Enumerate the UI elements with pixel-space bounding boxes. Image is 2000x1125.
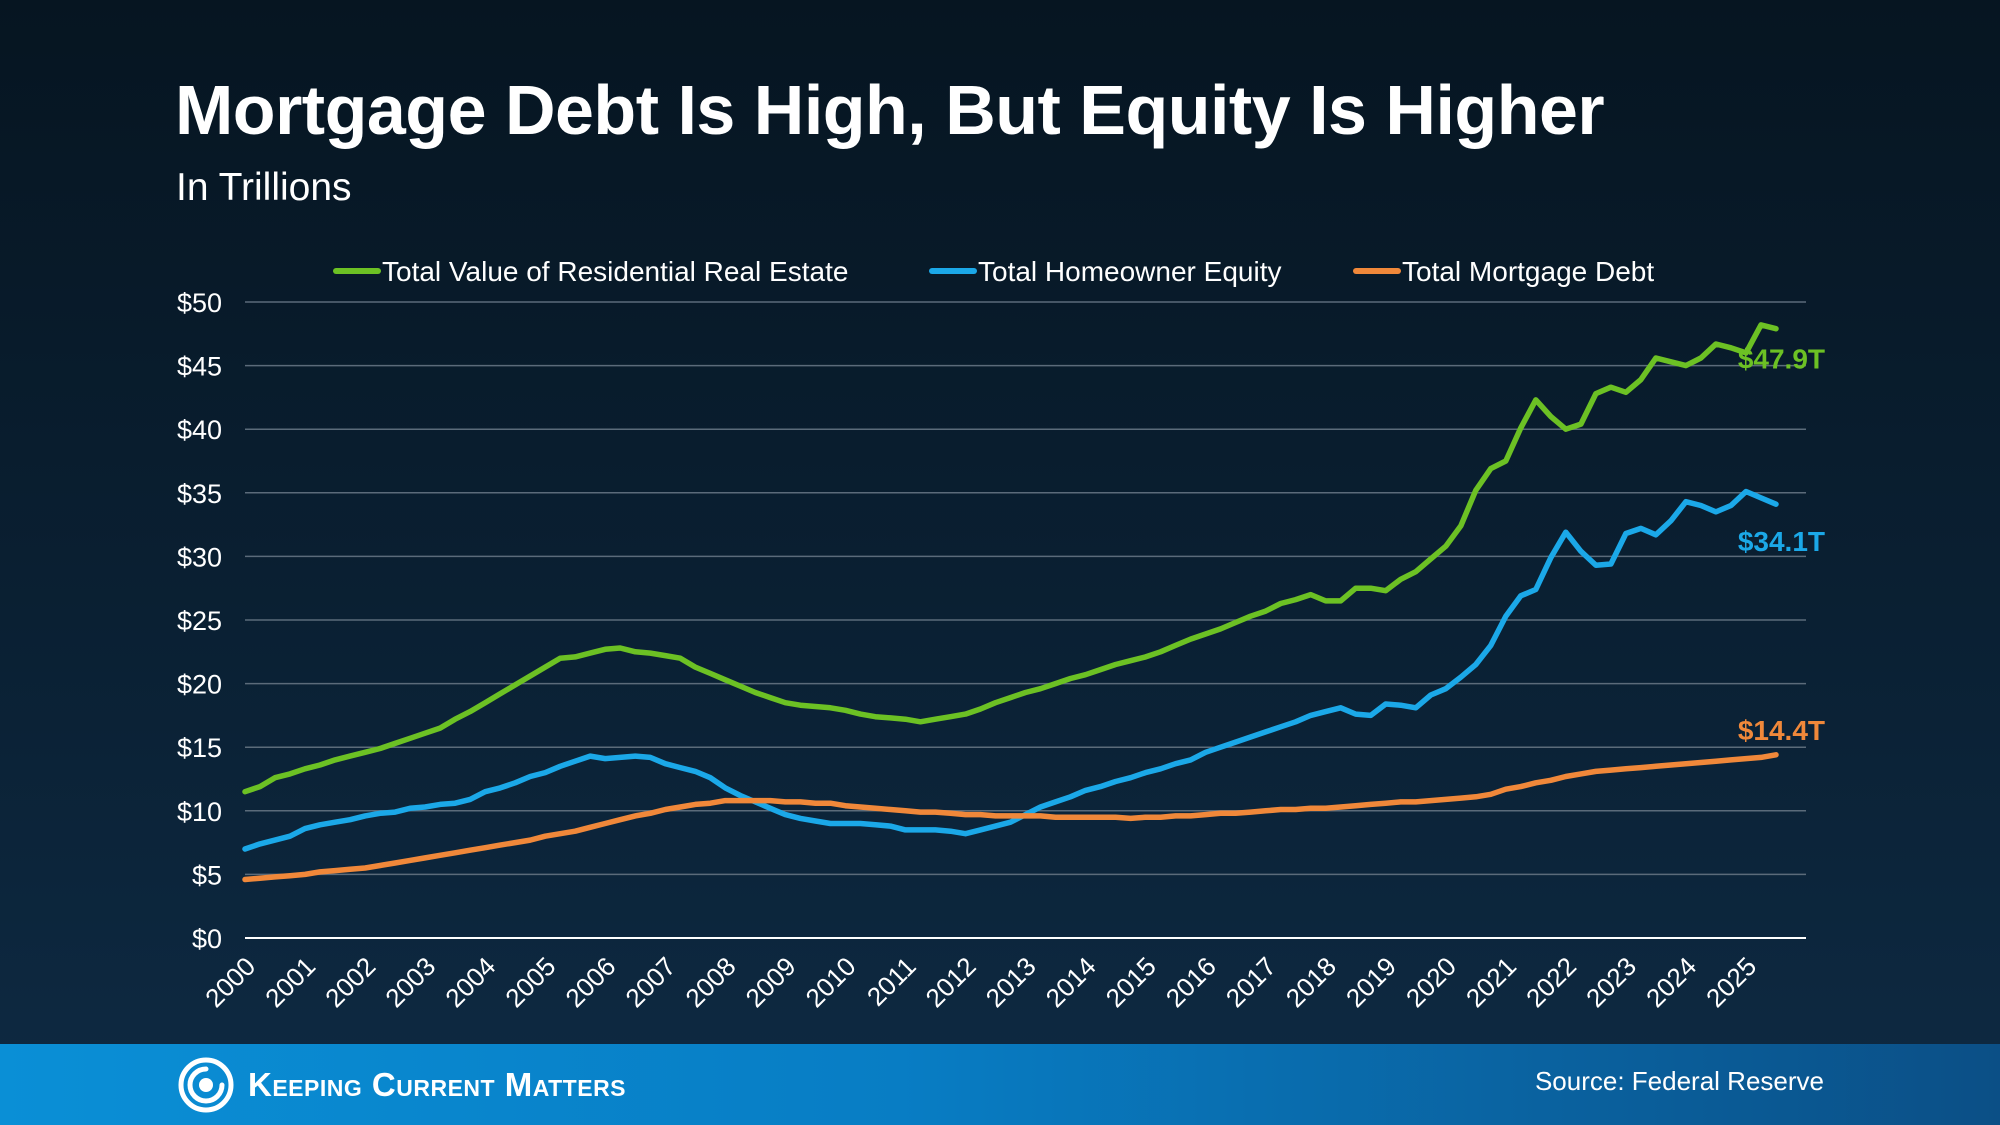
x-tick-label: 2010 (800, 951, 862, 1013)
x-tick-label: 2005 (499, 951, 561, 1013)
y-tick-label: $5 (192, 860, 222, 890)
x-tick-label: 2009 (739, 951, 801, 1013)
series-line (242, 752, 1779, 883)
x-tick-label: 2019 (1340, 951, 1402, 1013)
series-end-label: $34.1T (1738, 526, 1825, 557)
footer-bar: Keeping Current Matters Source: Federal … (0, 1044, 2000, 1125)
x-tick-label: 2004 (439, 951, 501, 1013)
page-title: Mortgage Debt Is High, But Equity Is Hig… (175, 71, 1605, 149)
x-tick-label: 2024 (1640, 951, 1702, 1013)
x-tick-label: 2008 (679, 951, 741, 1013)
legend-label: Total Mortgage Debt (1402, 256, 1654, 287)
x-tick-label: 2011 (861, 951, 922, 1012)
y-tick-label: $20 (177, 670, 222, 700)
x-tick-label: 2022 (1520, 951, 1582, 1013)
x-tick-label: 2016 (1160, 951, 1222, 1013)
x-tick-label: 2015 (1100, 951, 1162, 1013)
line-chart: $0$5$10$15$20$25$30$35$40$45$50200020012… (177, 256, 1825, 1013)
x-tick-label: 2013 (980, 951, 1042, 1013)
x-tick-label: 2002 (319, 951, 381, 1013)
series-line (242, 488, 1779, 852)
x-tick-label: 2025 (1700, 951, 1762, 1013)
x-tick-label: 2014 (1040, 951, 1102, 1013)
page-subtitle: In Trillions (176, 166, 352, 209)
x-tick-label: 2006 (559, 951, 621, 1013)
y-tick-label: $35 (177, 479, 222, 509)
brand-name: Keeping Current Matters (248, 1066, 627, 1103)
series-end-label: $14.4T (1738, 715, 1825, 746)
y-tick-label: $0 (192, 924, 222, 954)
y-tick-label: $45 (177, 352, 222, 382)
y-tick-label: $25 (177, 606, 222, 636)
legend-label: Total Value of Residential Real Estate (382, 256, 848, 287)
x-tick-label: 2003 (379, 951, 441, 1013)
y-tick-label: $40 (177, 415, 222, 445)
x-tick-label: 2012 (920, 951, 982, 1013)
y-tick-label: $50 (177, 288, 222, 318)
x-tick-label: 2000 (199, 951, 261, 1013)
y-tick-label: $30 (177, 542, 222, 572)
series-line (242, 322, 1779, 795)
legend-label: Total Homeowner Equity (978, 256, 1281, 287)
x-tick-label: 2021 (1460, 951, 1522, 1013)
y-tick-label: $15 (177, 733, 222, 763)
x-tick-label: 2023 (1580, 951, 1642, 1013)
brand-logo: Keeping Current Matters (178, 1057, 627, 1113)
series-end-label: $47.9T (1738, 344, 1825, 375)
source-note: Source: Federal Reserve (1534, 1066, 1824, 1096)
y-tick-label: $10 (177, 797, 222, 827)
x-tick-label: 2018 (1280, 951, 1342, 1013)
x-tick-label: 2007 (619, 951, 681, 1013)
kcm-swirl-icon (178, 1057, 234, 1113)
x-tick-label: 2001 (259, 951, 321, 1013)
x-tick-label: 2020 (1400, 951, 1462, 1013)
x-tick-label: 2017 (1220, 951, 1282, 1013)
